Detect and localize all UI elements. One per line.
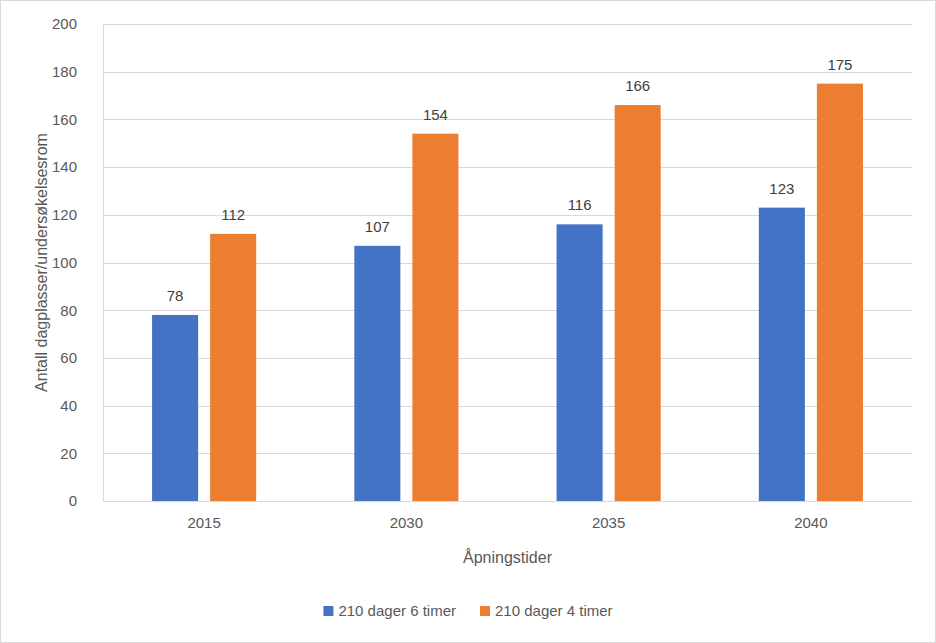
x-axis-title: Åpningstider (463, 548, 553, 566)
data-label: 175 (827, 56, 852, 73)
y-tick: 160 (52, 111, 103, 128)
y-tick: 200 (52, 15, 103, 32)
bar (817, 84, 863, 501)
grid-line (103, 24, 912, 25)
series (152, 208, 805, 501)
legend-swatch (480, 606, 490, 616)
grid-line (103, 167, 912, 168)
data-label: 112 (221, 206, 245, 223)
bar (152, 315, 198, 501)
bar (210, 234, 256, 501)
y-tick: 0 (69, 492, 103, 509)
y-tick: 80 (60, 302, 103, 319)
legend-item: 210 dager 6 timer (323, 602, 456, 619)
legend-label: 210 dager 4 timer (495, 602, 613, 619)
y-tick: 60 (60, 349, 103, 366)
y-axis-line (103, 25, 104, 502)
x-axis-line (104, 501, 913, 502)
bar (412, 134, 458, 501)
y-tick-label: 120 (52, 206, 77, 223)
x-tick-label: 2030 (390, 514, 423, 531)
y-tick: 140 (52, 158, 103, 175)
bar (759, 208, 805, 501)
data-label: 123 (769, 180, 794, 197)
plot: 0204060801001201401601802002015203020352… (52, 15, 913, 530)
y-tick-label: 60 (60, 349, 77, 366)
chart: 0204060801001201401601802002015203020352… (0, 0, 936, 643)
y-tick: 120 (52, 206, 103, 223)
chart-frame (1, 1, 936, 643)
legend-item: 210 dager 4 timer (480, 602, 613, 619)
y-tick-label: 200 (52, 15, 77, 32)
data-label: 116 (568, 196, 592, 213)
y-tick-label: 0 (69, 492, 77, 509)
y-tick-label: 100 (52, 254, 77, 271)
x-tick-label: 2035 (592, 514, 625, 531)
y-tick: 100 (52, 254, 103, 271)
bar (557, 224, 603, 501)
data-label: 154 (423, 106, 448, 123)
data-label: 166 (625, 77, 650, 94)
x-tick-label: 2040 (794, 514, 827, 531)
y-tick: 40 (60, 397, 103, 414)
x-tick: 2030 (390, 501, 423, 531)
grid (103, 25, 912, 502)
y-tick-label: 140 (52, 158, 77, 175)
x-tick: 2015 (187, 501, 220, 531)
y-tick-label: 40 (60, 397, 77, 414)
y-tick: 180 (52, 63, 103, 80)
bar (615, 105, 661, 501)
x-tick: 2040 (794, 501, 827, 531)
grid-line (103, 72, 912, 73)
y-tick-label: 20 (60, 445, 77, 462)
legend-label: 210 dager 6 timer (338, 602, 456, 619)
y-tick-label: 80 (60, 302, 77, 319)
bar (354, 246, 400, 501)
y-tick-label: 160 (52, 111, 77, 128)
y-tick: 20 (60, 445, 103, 462)
y-axis: 0 20 40 60 80 100 120 140 160 180 200 (52, 15, 104, 509)
data-label: 107 (365, 218, 390, 235)
x-tick-label: 2015 (187, 514, 220, 531)
legend: 210 dager 6 timer 210 dager 4 timer (323, 602, 612, 619)
data-label: 78 (167, 287, 184, 304)
y-tick-label: 180 (52, 63, 77, 80)
y-axis-title: Antall dagplasser/undersøkelsesrom (33, 133, 50, 392)
x-axis: 2015 2030 2035 2040 (104, 501, 913, 531)
data-labels: 78 107 116 123 112 154 166 175 (167, 56, 853, 304)
bars (152, 84, 863, 501)
grid-line (103, 501, 912, 502)
legend-swatch (323, 606, 333, 616)
series (210, 84, 863, 501)
grid-line (103, 119, 912, 120)
x-tick: 2035 (592, 501, 625, 531)
